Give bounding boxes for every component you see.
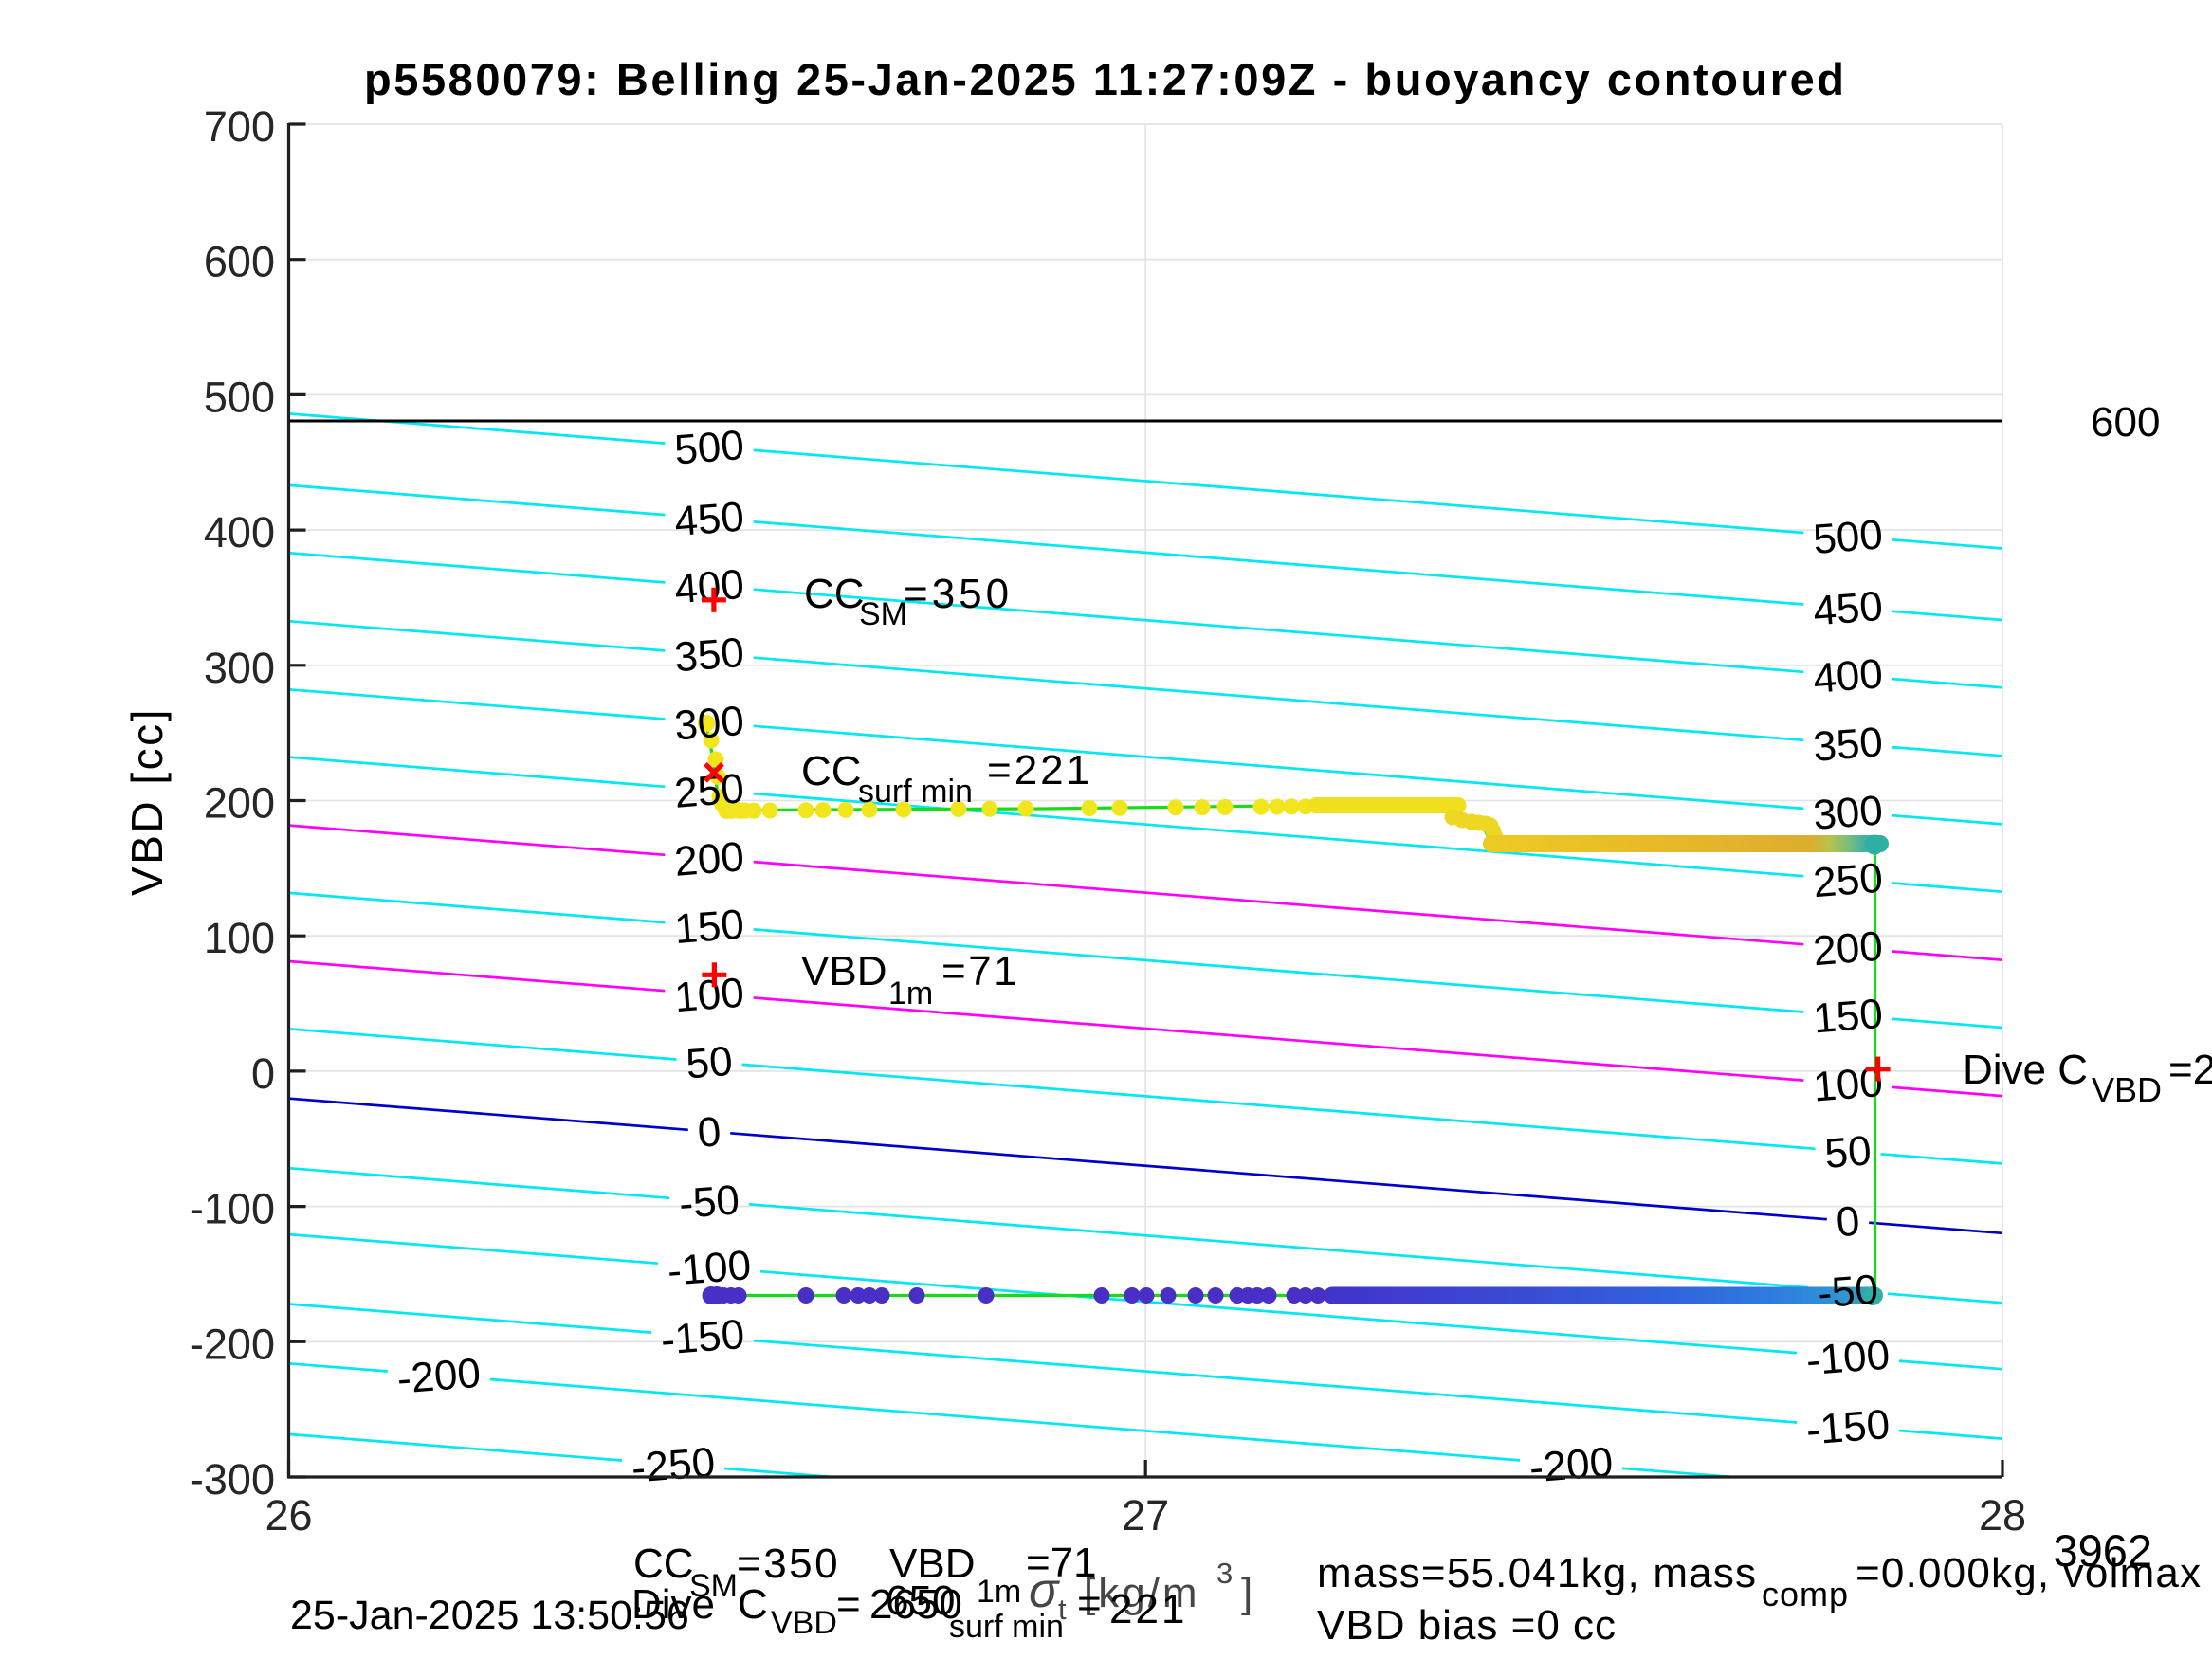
svg-text:comp: comp	[1762, 1575, 1849, 1613]
svg-text:=71: =71	[941, 948, 1019, 994]
svg-text:250: 250	[673, 765, 746, 817]
svg-text:28: 28	[1979, 1491, 2026, 1540]
svg-text:-50: -50	[677, 1176, 740, 1228]
svg-text:[kg/m: [kg/m	[1084, 1570, 1200, 1616]
svg-text:Dive C: Dive C	[1963, 1047, 2088, 1093]
svg-text:3962: 3962	[2053, 1525, 2152, 1576]
svg-text:650: 650	[886, 1577, 955, 1624]
svg-text:=: =	[836, 1581, 861, 1628]
svg-text:-100: -100	[1804, 1332, 1892, 1385]
svg-text:VBD bias =0 cc: VBD bias =0 cc	[1317, 1602, 1617, 1649]
svg-text:-200: -200	[1527, 1439, 1615, 1492]
svg-text:0: 0	[696, 1108, 722, 1157]
svg-text:2650: 2650	[869, 1581, 962, 1628]
svg-text:Dive: Dive	[631, 1581, 715, 1628]
svg-text:-300: -300	[190, 1455, 275, 1504]
svg-text:p5580079: Belling 25-Jan-2025: p5580079: Belling 25-Jan-2025 11:27:09Z …	[364, 54, 1847, 104]
svg-text:-50: -50	[1816, 1267, 1879, 1318]
svg-text:350: 350	[1812, 719, 1885, 771]
svg-text:26: 26	[265, 1491, 312, 1540]
svg-text:300: 300	[1812, 787, 1885, 839]
svg-text:VBD: VBD	[889, 1540, 975, 1587]
svg-text:0: 0	[1835, 1198, 1861, 1247]
svg-text:100: 100	[204, 914, 275, 962]
svg-text:221: 221	[1109, 1586, 1187, 1632]
svg-text:C: C	[738, 1581, 768, 1628]
svg-text:-100: -100	[666, 1242, 753, 1295]
svg-text:-200: -200	[395, 1350, 483, 1403]
svg-text:400: 400	[673, 561, 746, 613]
svg-text:mass=55.041kg, mass: mass=55.041kg, mass	[1317, 1550, 1757, 1596]
svg-text:=350: =350	[904, 571, 1013, 617]
svg-text:0: 0	[251, 1049, 275, 1098]
svg-text:200: 200	[1812, 923, 1885, 975]
svg-text:=350: =350	[737, 1540, 840, 1587]
svg-text:300: 300	[204, 644, 275, 692]
svg-text:=71: =71	[1026, 1540, 1097, 1586]
svg-text:CC: CC	[801, 748, 862, 794]
svg-text:VBD [cc]: VBD [cc]	[122, 707, 172, 896]
svg-text:27: 27	[1122, 1491, 1169, 1540]
svg-text:=0.000kg, volmax: =0.000kg, volmax	[1856, 1550, 2202, 1596]
svg-text:VBD: VBD	[801, 948, 887, 994]
svg-text:-100: -100	[190, 1185, 275, 1233]
svg-text:VBD: VBD	[2092, 1070, 2162, 1109]
svg-text:150: 150	[673, 901, 746, 953]
svg-text:CC: CC	[633, 1540, 694, 1587]
svg-text:=2: =2	[2168, 1047, 2212, 1093]
svg-text:-250: -250	[630, 1439, 717, 1492]
svg-text:200: 200	[673, 833, 746, 885]
svg-text:1m: 1m	[977, 1574, 1021, 1610]
svg-text:250: 250	[1812, 855, 1885, 907]
svg-text:700: 700	[204, 102, 275, 151]
svg-text:200: 200	[204, 779, 275, 828]
svg-text:=: =	[1077, 1580, 1102, 1627]
svg-text:50: 50	[1823, 1127, 1874, 1177]
svg-text:600: 600	[2091, 399, 2160, 446]
svg-text:25-Jan-2025 13:50:56: 25-Jan-2025 13:50:56	[290, 1593, 689, 1638]
svg-text:500: 500	[204, 373, 275, 421]
svg-text:SM: SM	[859, 596, 907, 632]
svg-text:SM: SM	[689, 1568, 738, 1604]
svg-text:400: 400	[1812, 650, 1885, 702]
svg-text:σ: σ	[1029, 1563, 1060, 1618]
svg-text:600: 600	[204, 238, 275, 286]
svg-text:-150: -150	[659, 1311, 746, 1364]
svg-text:450: 450	[1812, 583, 1885, 635]
svg-text:CC: CC	[804, 571, 865, 617]
svg-text:surf min: surf min	[858, 774, 973, 810]
svg-text:400: 400	[204, 508, 275, 556]
svg-text:1m: 1m	[888, 975, 933, 1012]
svg-text:3: 3	[1216, 1557, 1233, 1590]
svg-text:300: 300	[673, 698, 746, 750]
svg-text:-200: -200	[190, 1320, 275, 1368]
svg-text:]: ]	[1241, 1570, 1252, 1616]
svg-text:350: 350	[673, 629, 746, 682]
svg-text:150: 150	[1812, 991, 1885, 1043]
svg-text:50: 50	[685, 1038, 735, 1088]
svg-text:-150: -150	[1804, 1401, 1892, 1454]
svg-text:500: 500	[673, 422, 746, 474]
svg-text:=221: =221	[987, 747, 1092, 793]
svg-text:450: 450	[673, 493, 746, 545]
svg-text:500: 500	[1812, 511, 1885, 563]
svg-text:surf min: surf min	[949, 1609, 1064, 1645]
svg-text:VBD: VBD	[771, 1605, 837, 1641]
svg-text:t: t	[1058, 1593, 1067, 1626]
svg-text:100: 100	[673, 970, 746, 1022]
